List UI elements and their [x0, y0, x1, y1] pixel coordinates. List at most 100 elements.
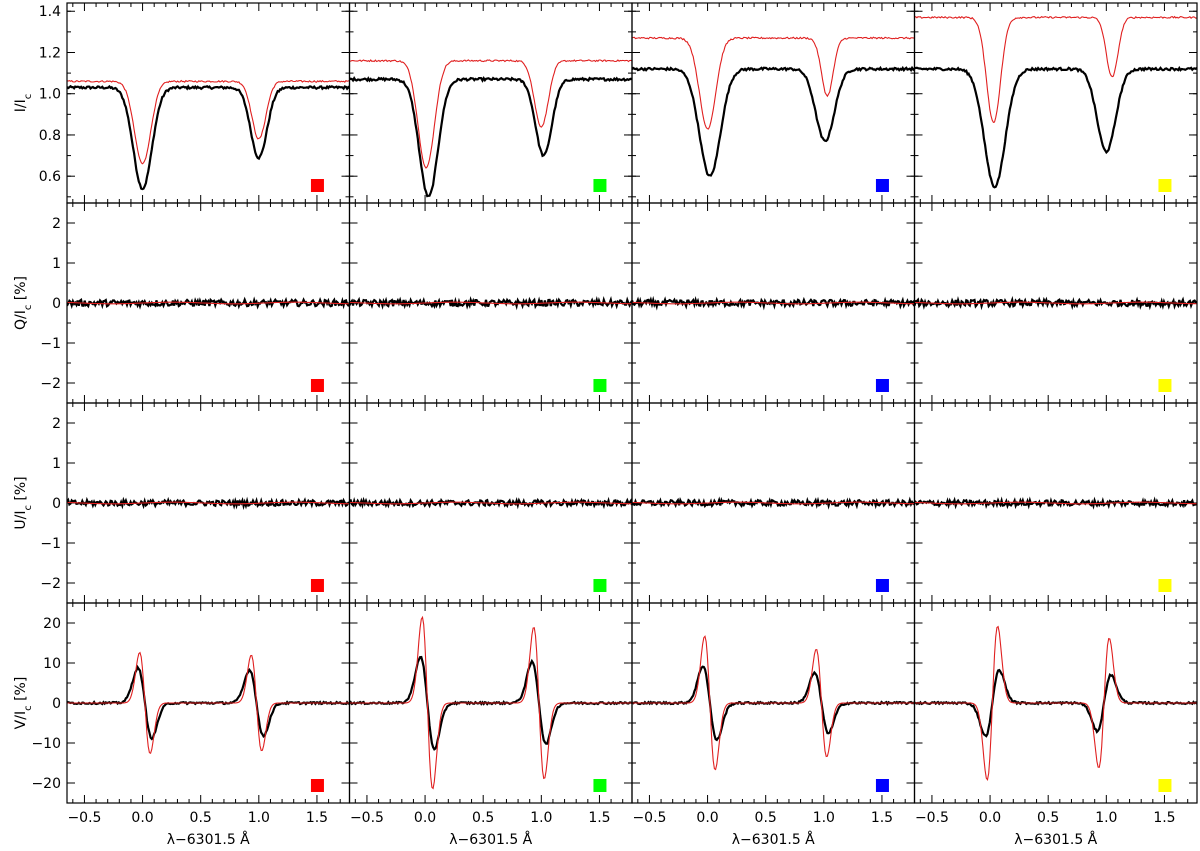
y-tick-label: 0.8 — [39, 128, 61, 144]
y-tick-label: −1 — [40, 536, 61, 552]
panel-U-1: −2 −1 0 1 2 — [40, 402, 351, 604]
series-fit-line — [632, 301, 915, 305]
series-fit-line — [632, 36, 915, 130]
series-fit-line — [914, 625, 1197, 782]
series-observed-line — [632, 65, 915, 177]
x-tick-label: −0.5 — [67, 810, 101, 826]
series-fit-line — [914, 501, 1197, 505]
y-tick-label: −20 — [31, 776, 61, 792]
series-fit-line — [67, 301, 350, 305]
x-tick-label: 0.5 — [190, 810, 212, 826]
panel-frame — [66, 2, 351, 204]
y-tick-label: −1 — [40, 336, 61, 352]
y-tick-label: 10 — [43, 656, 61, 672]
x-tick-label: 0.5 — [755, 810, 777, 826]
x-tick-label: 1.0 — [1095, 810, 1117, 826]
panel-frame — [348, 2, 633, 204]
x-tick-label: 1.5 — [871, 810, 893, 826]
y-tick-label: 0 — [52, 296, 61, 312]
x-axis-title: λ−6301.5 Å — [1014, 831, 1097, 848]
series-observed-line — [67, 84, 350, 191]
y-axis-title-Q: Q/Ic [%] — [13, 276, 34, 330]
y-axis-title-I: I/Ic — [13, 94, 34, 112]
x-tick-label: 0.0 — [696, 810, 718, 826]
marker-square-blue-square — [875, 179, 889, 192]
x-tick-label: 0.5 — [1037, 810, 1059, 826]
marker-square-yellow-square — [1158, 179, 1172, 192]
x-tick-label: 0.0 — [414, 810, 436, 826]
y-axis-title-U: U/Ic [%] — [13, 476, 34, 529]
x-axis-titles: λ−6301.5 Å λ−6301.5 Å λ−6301.5 Å λ−6301.5 Å — [167, 831, 1098, 848]
y-tick-label: 0.6 — [39, 169, 61, 185]
panel-V-4: −0.5 0.0 0.5 1.0 1.5 — [913, 602, 1198, 826]
series-observed-line — [914, 496, 1197, 510]
panel-V-1: −20 −10 0 10 20 −0.5 0.0 0.5 1.0 1.5 — [31, 602, 351, 826]
y-tick-label: −10 — [31, 736, 61, 752]
series-fit-line — [632, 501, 915, 505]
marker-square-blue-square — [875, 779, 889, 792]
panel-Q-1: −2 −1 0 1 2 — [40, 202, 351, 404]
marker-square-green-square — [593, 179, 607, 192]
panel-V-2: −0.5 0.0 0.5 1.0 1.5 — [348, 602, 633, 826]
series-fit-line — [67, 79, 350, 165]
x-tick-label: 1.0 — [248, 810, 270, 826]
panel-Q-4 — [913, 202, 1198, 404]
x-tick-label: 0.5 — [472, 810, 494, 826]
series-observed-line — [349, 496, 632, 510]
series-fit-line — [914, 15, 1197, 124]
x-tick-label: 1.5 — [306, 810, 328, 826]
panel-Q-2 — [348, 202, 633, 404]
series-observed-line — [914, 295, 1197, 311]
marker-square-green-square — [593, 379, 607, 392]
series-fit-line — [67, 501, 350, 505]
marker-square-blue-square — [875, 379, 889, 392]
marker-square-yellow-square — [1158, 779, 1172, 792]
series-observed-line — [632, 496, 915, 510]
series-fit-line — [349, 501, 632, 505]
y-tick-label: 1.4 — [39, 4, 61, 20]
y-tick-label: −2 — [40, 576, 61, 592]
y-tick-label: 1 — [52, 256, 61, 272]
y-tick-label: 20 — [43, 616, 61, 632]
series-observed-line — [349, 295, 632, 311]
marker-square-yellow-square — [1158, 579, 1172, 592]
x-tick-label: 1.0 — [813, 810, 835, 826]
panel-Q-3 — [631, 202, 916, 404]
y-axis-title-V: V/Ic [%] — [13, 677, 34, 730]
series-fit-line — [349, 301, 632, 305]
x-axis-title: λ−6301.5 Å — [732, 831, 815, 848]
y-axis-titles: I/Ic Q/Ic [%] U/Ic [%] V/Ic [%] — [13, 94, 34, 730]
panel-U-2 — [348, 402, 633, 604]
x-axis-title: λ−6301.5 Å — [449, 831, 532, 848]
y-tick-label: 1 — [52, 456, 61, 472]
marker-square-yellow-square — [1158, 379, 1172, 392]
x-tick-label: −0.5 — [350, 810, 384, 826]
x-axis-title: λ−6301.5 Å — [167, 831, 250, 848]
panel-U-3 — [631, 402, 916, 604]
x-tick-label: 1.5 — [588, 810, 610, 826]
marker-square-green-square — [593, 779, 607, 792]
marker-square-red-square — [310, 379, 324, 392]
panel-I-4 — [913, 2, 1198, 204]
x-tick-label: 0.0 — [979, 810, 1001, 826]
y-tick-label: 0 — [52, 696, 61, 712]
panel-frame — [913, 2, 1198, 204]
x-tick-label: 1.0 — [530, 810, 552, 826]
series-observed-line — [914, 65, 1197, 189]
series-fit-line — [349, 615, 632, 790]
marker-square-red-square — [310, 179, 324, 192]
panel-I-2 — [348, 2, 633, 204]
series-fit-line — [67, 651, 350, 754]
y-tick-label: 2 — [52, 416, 61, 432]
x-tick-label: 0.0 — [131, 810, 153, 826]
panel-I-1: 0.6 0.8 1.0 1.2 1.4 — [39, 2, 351, 204]
panel-U-4 — [913, 402, 1198, 604]
marker-square-red-square — [310, 779, 324, 792]
series-fit-line — [914, 301, 1197, 305]
marker-square-red-square — [310, 579, 324, 592]
y-tick-label: 2 — [52, 216, 61, 232]
panel-frame — [913, 602, 1198, 804]
series-fit-line — [349, 59, 632, 169]
series-fit-line — [632, 635, 915, 771]
